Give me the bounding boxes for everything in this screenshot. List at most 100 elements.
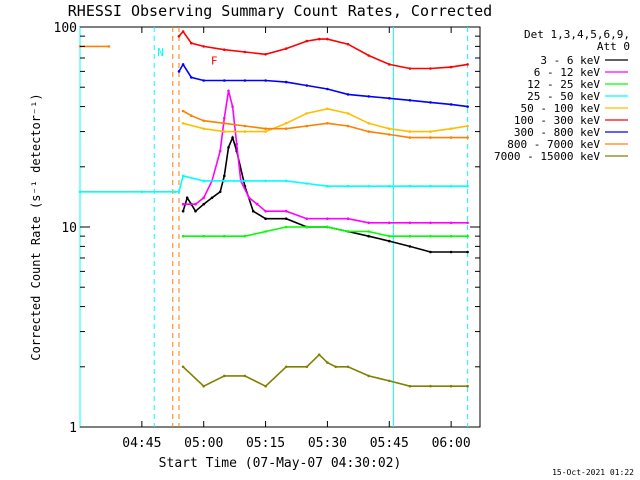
data-point-0-7 <box>223 174 226 178</box>
annotation-0: N <box>157 46 164 59</box>
data-point-1-8 <box>235 142 238 146</box>
data-point-2-9 <box>367 230 371 233</box>
series-layer <box>78 30 469 388</box>
data-point-1-22 <box>466 221 469 225</box>
data-point-1-14 <box>305 217 309 220</box>
data-point-8-10 <box>346 365 350 369</box>
data-point-1-7 <box>231 105 234 108</box>
data-point-1-5 <box>223 116 226 120</box>
data-point-6-14 <box>429 101 432 104</box>
data-point-2-7 <box>326 225 329 229</box>
data-point-4-11 <box>408 130 412 133</box>
data-point-3-16 <box>429 184 432 188</box>
data-point-1-17 <box>367 221 371 225</box>
data-point-8-7 <box>317 353 321 357</box>
data-point-5-17 <box>466 63 469 66</box>
data-point-8-11 <box>367 374 371 378</box>
data-point-1-16 <box>346 217 350 220</box>
data-point-6-0 <box>177 70 181 73</box>
data-point-3-7 <box>243 179 247 183</box>
data-point-3-1 <box>140 190 144 194</box>
data-point-0-21 <box>429 250 432 254</box>
data-point-2-3 <box>243 234 247 238</box>
data-point-5-1 <box>181 30 185 33</box>
series-line-1 <box>183 90 468 224</box>
data-point-0-12 <box>251 209 255 213</box>
data-point-5-12 <box>367 54 371 57</box>
x-tick-label-2: 05:15 <box>246 436 285 451</box>
data-point-3-9 <box>284 179 288 183</box>
data-point-5-2 <box>190 41 193 45</box>
data-point-2-0 <box>181 234 185 238</box>
data-point-8-4 <box>264 384 267 388</box>
data-point-4-8 <box>346 112 350 115</box>
data-point-3-11 <box>326 184 329 188</box>
data-point-7-14 <box>449 136 453 139</box>
data-point-3-8 <box>264 179 267 183</box>
data-point-1-2 <box>202 196 205 200</box>
data-point-7-0 <box>181 109 185 113</box>
data-point-4-2 <box>223 130 226 133</box>
data-point-2-13 <box>449 234 453 238</box>
data-point-0-18 <box>367 234 371 238</box>
data-point-8-12 <box>388 379 391 383</box>
data-point-1-12 <box>264 209 267 213</box>
region-markers <box>79 27 469 427</box>
legend-label-4: 50 - 100 keV <box>521 102 601 115</box>
data-point-7-1 <box>107 45 111 48</box>
data-point-5-16 <box>449 65 453 69</box>
data-point-5-4 <box>223 48 226 51</box>
data-point-8-2 <box>223 374 226 378</box>
series-line-3 <box>80 174 468 193</box>
data-point-3-13 <box>367 184 371 188</box>
data-point-3-0 <box>78 190 82 194</box>
data-point-0-5 <box>210 196 214 200</box>
data-point-0-6 <box>218 190 222 194</box>
data-point-6-8 <box>305 84 309 87</box>
data-point-6-6 <box>264 79 267 82</box>
data-point-0-9 <box>231 136 234 139</box>
data-point-7-2 <box>202 119 205 122</box>
data-point-8-6 <box>305 365 309 369</box>
data-point-7-11 <box>388 133 391 136</box>
data-point-6-9 <box>326 87 329 91</box>
data-point-4-14 <box>466 124 469 128</box>
data-point-6-15 <box>449 103 453 106</box>
data-point-0-19 <box>388 239 391 243</box>
data-point-0-14 <box>284 217 288 220</box>
data-point-8-5 <box>284 365 288 369</box>
data-point-6-13 <box>408 99 412 102</box>
annotation-1: F <box>211 54 218 67</box>
data-point-8-3 <box>243 374 247 378</box>
data-point-3-15 <box>408 184 412 188</box>
data-point-2-10 <box>388 234 391 238</box>
legend-title-1: Att 0 <box>597 40 630 53</box>
data-point-8-15 <box>449 384 453 388</box>
legend-label-5: 100 - 300 keV <box>514 114 600 127</box>
data-point-7-4 <box>243 124 247 128</box>
data-point-0-4 <box>202 202 205 206</box>
data-point-0-13 <box>264 217 267 220</box>
legend-label-3: 25 - 50 keV <box>527 90 600 103</box>
data-point-2-6 <box>305 225 309 229</box>
data-point-7-9 <box>346 124 350 128</box>
data-point-5-15 <box>429 67 432 70</box>
data-point-1-1 <box>194 202 197 206</box>
data-point-0-22 <box>449 250 453 254</box>
series-line-5 <box>178 30 468 70</box>
y-tick-label-1: 10 <box>61 221 77 236</box>
legend-label-7: 800 - 7000 keV <box>507 138 600 151</box>
data-point-1-0 <box>181 202 185 206</box>
data-point-4-4 <box>264 130 267 133</box>
data-point-3-18 <box>466 184 469 188</box>
data-point-1-20 <box>429 221 432 225</box>
data-point-3-6 <box>223 179 226 183</box>
data-point-4-3 <box>243 130 247 133</box>
data-point-7-3 <box>223 122 226 125</box>
data-point-2-5 <box>284 225 288 229</box>
data-point-0-3 <box>194 209 197 213</box>
data-point-8-9 <box>334 365 338 369</box>
data-point-0-23 <box>466 250 469 254</box>
data-point-3-3 <box>177 190 181 194</box>
